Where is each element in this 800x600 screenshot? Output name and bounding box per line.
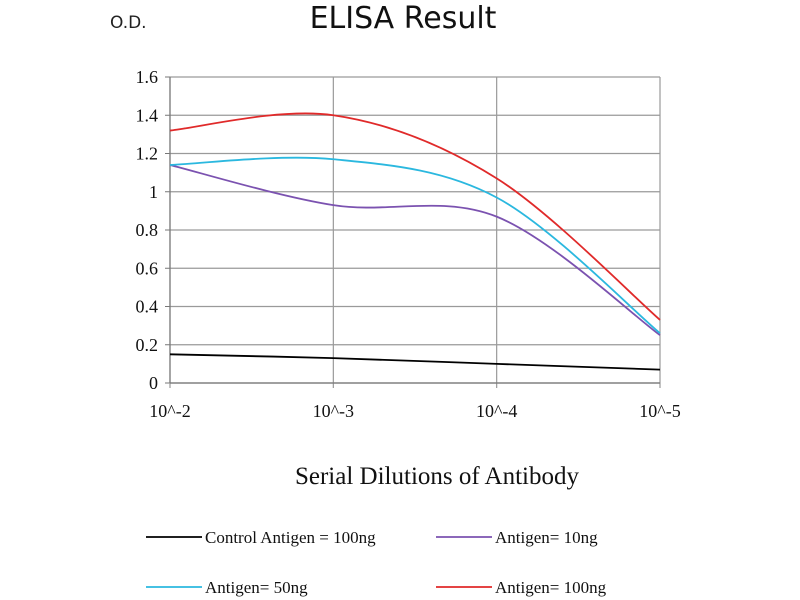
- y-tick-label: 0.2: [136, 335, 159, 355]
- chart-title: ELISA Result: [310, 1, 497, 36]
- x-tick-label: 10^-5: [639, 401, 680, 421]
- x-tick-labels: 10^-2 10^-3 10^-4 10^-5: [149, 401, 680, 421]
- grid: [165, 76, 661, 388]
- y-tick-label: 1.4: [136, 105, 159, 125]
- legend: Control Antigen = 100ng Antigen= 10ng Anti…: [146, 528, 607, 597]
- x-axis-label: Serial Dilutions of Antibody: [295, 463, 580, 490]
- legend-label: Antigen= 10ng: [495, 528, 598, 547]
- y-tick-label: 0.6: [136, 258, 159, 278]
- y-tick-label: 0.8: [136, 220, 159, 240]
- series-line: [169, 112, 661, 321]
- y-tick-labels: 0 0.2 0.4 0.6 0.8 1 1.2 1.4 1.6: [136, 67, 159, 393]
- y-tick-label: 1.6: [136, 67, 159, 87]
- y-tick-label: 1: [149, 182, 158, 202]
- legend-label: Antigen= 50ng: [205, 578, 308, 597]
- series-lines: [169, 112, 661, 371]
- x-tick-label: 10^-4: [476, 401, 517, 421]
- legend-label: Antigen= 100ng: [495, 578, 607, 597]
- x-tick-label: 10^-2: [149, 401, 190, 421]
- y-tick-label: 1.2: [136, 144, 159, 164]
- series-line: [169, 164, 661, 336]
- series-line: [169, 353, 661, 371]
- y-axis-label: O.D.: [110, 13, 147, 33]
- legend-label: Control Antigen = 100ng: [205, 528, 376, 547]
- series-line: [169, 156, 661, 334]
- y-tick-label: 0.4: [136, 297, 159, 317]
- x-tick-label: 10^-3: [313, 401, 354, 421]
- y-tick-label: 0: [149, 373, 158, 393]
